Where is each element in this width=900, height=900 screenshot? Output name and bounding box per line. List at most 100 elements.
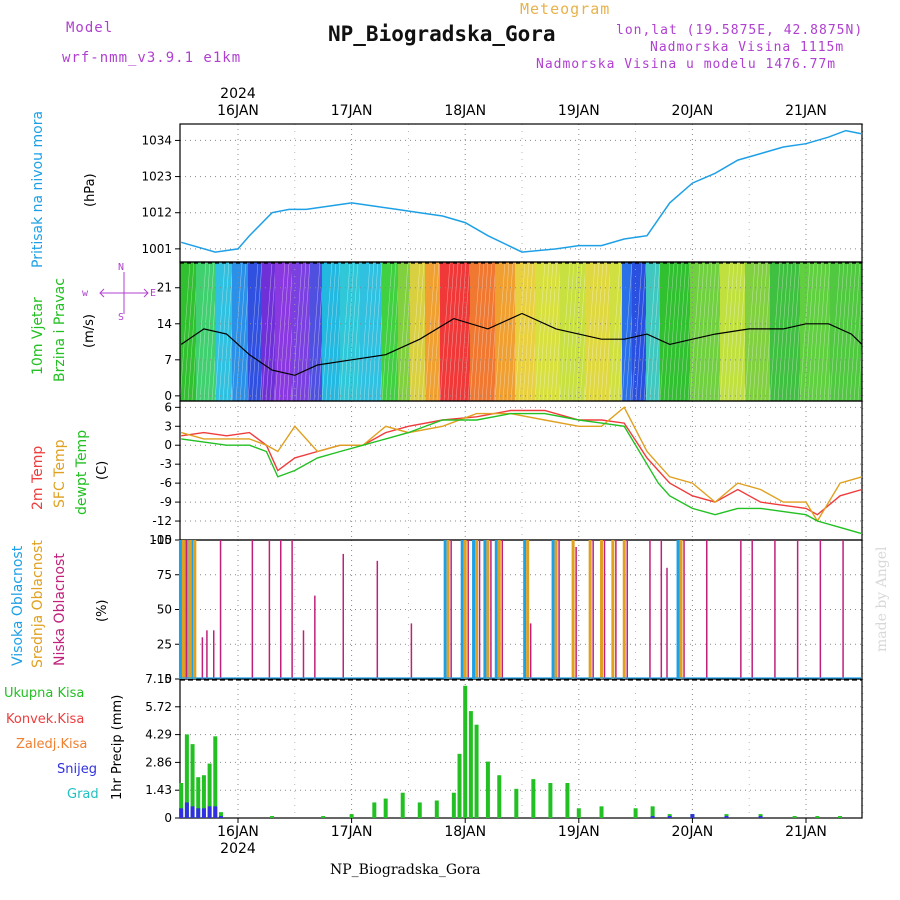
- wind-barb-stroke: [592, 261, 604, 402]
- wind-barb-stroke: [663, 261, 675, 402]
- wind-barb-stroke: [413, 261, 425, 402]
- wind-barb-stroke: [621, 261, 633, 402]
- wind-color-band: [515, 262, 535, 401]
- y-tick-label: 1.43: [145, 783, 172, 797]
- bottom-day-label: 17JAN: [331, 824, 373, 840]
- top-day-label: 21JAN: [785, 103, 827, 119]
- wind-barb-stroke: [218, 261, 230, 402]
- wind-color-band: [660, 262, 690, 401]
- wind-barb-stroke: [752, 261, 764, 402]
- precip-bar-snow: [690, 814, 695, 818]
- wind-color-band: [495, 262, 515, 401]
- wind-barb-stroke: [459, 261, 471, 402]
- precip-bar-total: [321, 816, 326, 818]
- wind-barb-stroke: [443, 261, 455, 402]
- precip-bar-total: [196, 777, 201, 818]
- precip-bar-total: [179, 783, 184, 818]
- meteogram-label: Meteogram: [520, 0, 611, 18]
- y-tick-label: 2.86: [145, 755, 172, 769]
- precip-bar-snow: [667, 816, 672, 818]
- wind-barb-stroke: [819, 261, 831, 402]
- precip-bar-total: [474, 724, 479, 818]
- precip-bar-total: [463, 685, 468, 818]
- temp-line-dewpt: [181, 412, 863, 535]
- wind-color-band: [770, 262, 800, 401]
- model-label: Model: [66, 20, 114, 36]
- wind-barb-stroke: [534, 261, 546, 402]
- wind-color-band: [622, 262, 632, 401]
- top-day-label: 19JAN: [558, 103, 600, 119]
- wind-barb-stroke: [600, 261, 612, 402]
- wind-barb-stroke: [799, 261, 811, 402]
- wind-color-band: [215, 262, 232, 401]
- y-tick-label: 21: [157, 281, 172, 295]
- precip-bar-total: [667, 814, 672, 818]
- wind-barb-stroke: [498, 261, 510, 402]
- wind-barb-stroke: [833, 261, 845, 402]
- wind-barb-stroke: [773, 261, 785, 402]
- wind-color-band: [690, 262, 720, 401]
- precip-bar-total: [514, 788, 519, 818]
- compass-s-label: S: [118, 312, 125, 323]
- precip-bar-total: [485, 761, 490, 818]
- precip-bar-snow: [207, 806, 212, 818]
- wind-barb-stroke: [321, 261, 333, 402]
- temp-line-2m: [181, 409, 863, 516]
- precip-bar-total: [468, 711, 473, 818]
- wind-barb-stroke: [709, 261, 721, 402]
- footer-station: NP_Biogradska_Gora: [330, 862, 481, 878]
- precip-bar-total: [207, 763, 212, 818]
- precip-bar-total: [650, 806, 655, 818]
- wind-barb-stroke: [693, 261, 705, 402]
- wind-barb-stroke: [282, 261, 294, 402]
- precip-bar-total: [815, 816, 820, 818]
- precip-bar-total: [576, 808, 581, 818]
- legend-total-rain: Ukupna Kisa: [4, 686, 85, 701]
- top-day-label: 17JAN: [331, 103, 373, 119]
- y-tick-label: -6: [160, 476, 172, 490]
- precip-bar-total: [838, 816, 843, 818]
- wind-color-band: [360, 262, 382, 401]
- precip-bar-total: [184, 734, 189, 818]
- precip-bar-total: [457, 753, 462, 818]
- wind-barb-stroke: [381, 261, 393, 402]
- wind-barb-stroke: [183, 261, 195, 402]
- wind-barb-stroke: [571, 261, 583, 402]
- bottom-day-label: 19JAN: [558, 824, 600, 840]
- wind-barb-stroke: [222, 261, 234, 402]
- precip-bar-total: [451, 792, 456, 818]
- wind-barb-stroke: [409, 261, 421, 402]
- compass-e-label: E: [150, 288, 157, 299]
- wind-barb-stroke: [596, 261, 608, 402]
- wind-barb-stroke: [815, 261, 827, 402]
- wind-color-band: [585, 262, 610, 401]
- legend-freezing-rain: Zaledj.Kisa: [16, 737, 88, 752]
- precip-bar-total: [531, 779, 536, 818]
- precip-bar-total: [548, 783, 553, 818]
- precip-bar-snow: [758, 816, 763, 818]
- wind-barb-stroke: [291, 261, 303, 402]
- precip-bar-snow: [196, 808, 201, 818]
- wind-color-band: [322, 262, 340, 401]
- legend-hail: Grad: [67, 787, 99, 802]
- wind-barb-stroke: [199, 261, 211, 402]
- wind-barb-stroke: [546, 261, 558, 402]
- y-tick-label: 7.15: [145, 672, 172, 686]
- wind-barb-stroke: [671, 261, 683, 402]
- precip-bar-snow: [179, 808, 184, 818]
- wind-barb-stroke: [385, 261, 397, 402]
- y-tick-label: 7: [164, 353, 172, 367]
- wind-color-band: [535, 262, 560, 401]
- wind-barb-stroke: [679, 261, 691, 402]
- wind-speed-line: [180, 312, 863, 376]
- wind-barb-stroke: [584, 261, 596, 402]
- precip-bar-total: [497, 775, 502, 818]
- wind-barb-stroke: [247, 261, 259, 402]
- wind-color-band: [248, 262, 262, 401]
- precip-bar-total: [417, 802, 422, 818]
- y-tick-label: 6: [164, 400, 172, 414]
- wind-barb-stroke: [339, 261, 351, 402]
- wind-barb-stroke: [542, 261, 554, 402]
- precip-bar-snow: [218, 816, 223, 818]
- panel-frame: [179, 123, 863, 263]
